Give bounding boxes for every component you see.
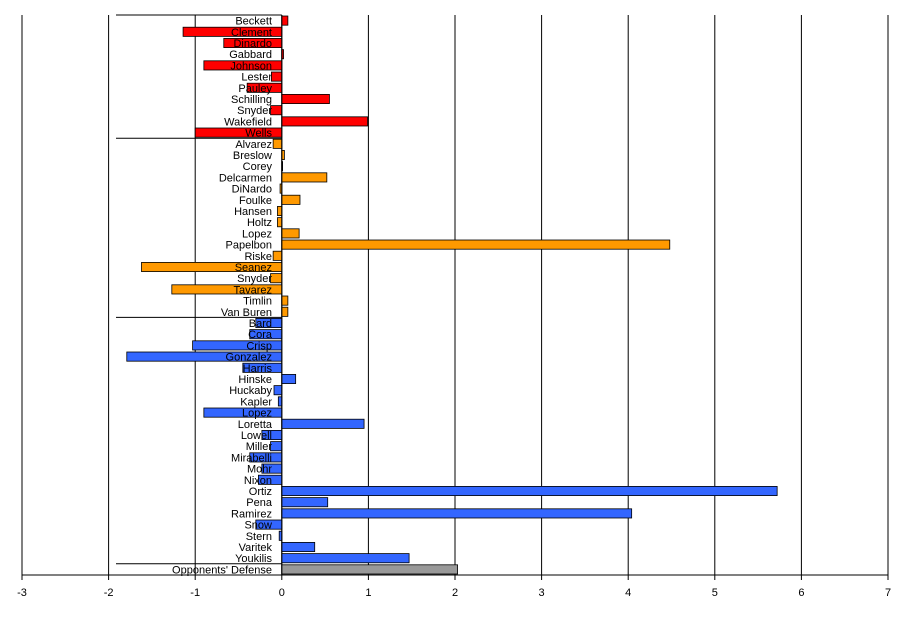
category-label: Miller bbox=[246, 441, 273, 453]
category-label: Stern bbox=[246, 531, 272, 543]
bar bbox=[281, 306, 289, 317]
category-label: Nixon bbox=[244, 475, 272, 487]
category-label: Youkilis bbox=[235, 553, 272, 565]
category-label: Lowell bbox=[241, 430, 272, 442]
bar bbox=[277, 396, 283, 407]
bar bbox=[273, 385, 283, 396]
bar bbox=[281, 239, 671, 250]
category-label: Lopez bbox=[242, 408, 272, 420]
bar bbox=[281, 194, 301, 205]
bar bbox=[281, 418, 365, 429]
x-tick-label: 4 bbox=[625, 587, 631, 599]
category-label: Huckaby bbox=[229, 385, 272, 397]
category-label: Wells bbox=[245, 128, 272, 140]
category-label: Kapler bbox=[240, 396, 272, 408]
bar bbox=[281, 172, 328, 183]
category-label: Beckett bbox=[235, 16, 272, 28]
category-label: Ramirez bbox=[231, 508, 272, 520]
bar bbox=[272, 250, 283, 261]
category-label: Tavarez bbox=[233, 284, 272, 296]
category-label: Mirabelli bbox=[231, 452, 272, 464]
category-label: Johnson bbox=[230, 60, 272, 72]
category-label: Snow bbox=[244, 520, 272, 532]
category-label: Opponents' Defense bbox=[172, 564, 272, 576]
x-tick-label: 7 bbox=[885, 587, 891, 599]
category-label: Loretta bbox=[238, 419, 273, 431]
bar bbox=[281, 15, 289, 26]
category-label: Pena bbox=[246, 497, 273, 509]
category-label: Cora bbox=[248, 329, 273, 341]
x-tick-label: 3 bbox=[539, 587, 545, 599]
category-label: Hinske bbox=[238, 374, 272, 386]
category-label: Seanez bbox=[235, 262, 272, 274]
x-tick-label: 6 bbox=[798, 587, 804, 599]
bar bbox=[277, 217, 283, 228]
category-label: Delcarmen bbox=[219, 172, 272, 184]
category-labels: BeckettClementDinardoGabbardJohnsonLeste… bbox=[172, 16, 273, 577]
category-label: Timlin bbox=[243, 296, 272, 308]
x-tick-label: -1 bbox=[190, 587, 200, 599]
bar bbox=[281, 94, 330, 104]
bar bbox=[270, 273, 283, 284]
category-label: Papelbon bbox=[226, 240, 273, 252]
category-label: Hansen bbox=[234, 206, 272, 218]
bar bbox=[270, 441, 283, 452]
category-label: Lopez bbox=[242, 228, 272, 240]
bar bbox=[271, 71, 283, 82]
category-label: Holtz bbox=[247, 217, 272, 229]
category-label: Alvarez bbox=[235, 139, 272, 151]
x-tick-label: 1 bbox=[365, 587, 371, 599]
bar bbox=[270, 105, 283, 116]
bar bbox=[281, 553, 410, 564]
category-label: Lester bbox=[241, 72, 272, 84]
category-label: Bard bbox=[249, 318, 272, 330]
category-label: Riske bbox=[244, 251, 272, 263]
category-label: Breslow bbox=[233, 150, 272, 162]
category-label: Gonzalez bbox=[226, 352, 272, 364]
x-tick-label: -3 bbox=[17, 587, 27, 599]
category-label: Schilling bbox=[231, 94, 272, 106]
bar bbox=[281, 497, 329, 508]
x-tick-label: 2 bbox=[452, 587, 458, 599]
category-label: Clement bbox=[231, 27, 272, 39]
bar bbox=[281, 486, 778, 496]
x-tick-label: 5 bbox=[712, 587, 718, 599]
x-tick-label: 0 bbox=[279, 587, 285, 599]
x-tick-label: -2 bbox=[104, 587, 114, 599]
bar bbox=[281, 228, 300, 239]
category-label: Harris bbox=[243, 363, 273, 375]
bar bbox=[281, 542, 316, 552]
category-label: Wakefield bbox=[224, 116, 272, 128]
category-label: Mohr bbox=[247, 464, 272, 476]
bars bbox=[126, 15, 778, 575]
bar bbox=[281, 295, 289, 306]
bar bbox=[277, 206, 283, 216]
category-label: Snyder bbox=[237, 105, 272, 117]
bar bbox=[272, 138, 283, 149]
bar bbox=[281, 116, 368, 127]
x-axis: -3 -2 -1 0 1 2 3 4 5 6 7 bbox=[17, 15, 891, 599]
bar bbox=[281, 374, 297, 384]
category-label: Van Buren bbox=[221, 307, 272, 319]
category-label: Varitek bbox=[239, 542, 273, 554]
category-label: Ortiz bbox=[249, 486, 272, 498]
category-label: Crisp bbox=[246, 340, 272, 352]
category-label: Foulke bbox=[239, 195, 272, 207]
grid-lines bbox=[21, 14, 889, 575]
category-label: DiNardo bbox=[232, 184, 272, 196]
category-label: Dinardo bbox=[233, 38, 272, 50]
category-label: Gabbard bbox=[229, 49, 272, 61]
category-label: Corey bbox=[243, 161, 273, 173]
category-label: Pauley bbox=[238, 83, 272, 95]
category-label: Snyder bbox=[237, 273, 272, 285]
bar bbox=[281, 564, 458, 575]
bar bbox=[281, 508, 633, 519]
